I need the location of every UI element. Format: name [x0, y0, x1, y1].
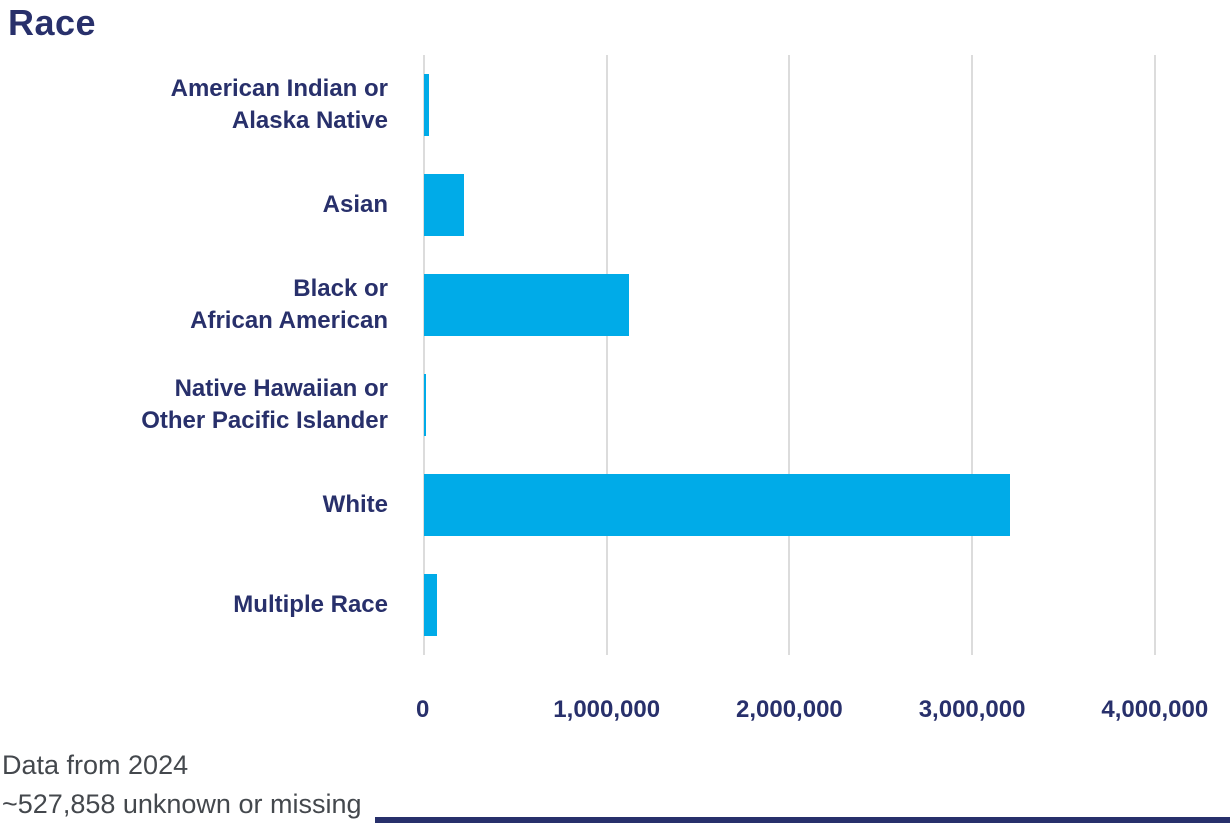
- bottom-divider-strip: [375, 817, 1230, 823]
- category-label-multiple-race: Multiple Race: [233, 591, 388, 618]
- gridline-3000000: [971, 55, 974, 655]
- chart-title: Race: [8, 2, 97, 43]
- category-label-native-hawaiian-or-other-pacific-islander: Native Hawaiian or Other Pacific Islander: [141, 375, 388, 434]
- bar-row-white: [424, 455, 1230, 555]
- gridline-2000000: [788, 55, 791, 655]
- category-label-asian: Asian: [322, 191, 388, 218]
- bar-native-hawaiian-or-other-pacific-islander: [424, 374, 426, 436]
- bar-row-black-or-african-american: [424, 255, 1230, 355]
- category-label-american-indian-or-alaska-native: American Indian or Alaska Native: [170, 75, 388, 134]
- bar-row-native-hawaiian-or-other-pacific-islander: [424, 355, 1230, 455]
- x-axis: 0 1,000,000 2,000,000 3,000,000 4,000,000: [0, 696, 1230, 728]
- bar-asian: [424, 174, 465, 236]
- category-label-black-or-african-american: Black or African American: [190, 275, 388, 334]
- footnote-unknown-missing: ~527,858 unknown or missing: [2, 789, 362, 819]
- plot-area: [423, 55, 1230, 655]
- chart-footnotes: Data from 2024 ~527,858 unknown or missi…: [2, 746, 361, 823]
- gridline-0: [423, 55, 425, 655]
- x-tick-label-0: 0: [415, 696, 430, 723]
- footnote-data-year: Data from 2024: [2, 750, 189, 780]
- x-tick-label-4000000: 4,000,000: [1101, 696, 1209, 723]
- bar-black-or-african-american: [424, 274, 629, 336]
- bar-row-asian: [424, 155, 1230, 255]
- bar-white: [424, 474, 1011, 536]
- category-label-white: White: [322, 491, 388, 518]
- bar-row-multiple-race: [424, 555, 1230, 655]
- bar-multiple-race: [424, 574, 438, 636]
- x-tick-label-3000000: 3,000,000: [918, 696, 1026, 723]
- bar-american-indian-or-alaska-native: [424, 74, 429, 136]
- x-tick-label-2000000: 2,000,000: [736, 696, 843, 723]
- bar-row-american-indian-or-alaska-native: [424, 55, 1230, 155]
- gridline-4000000: [1153, 55, 1156, 655]
- x-tick-label-1000000: 1,000,000: [553, 696, 661, 723]
- gridline-1000000: [605, 55, 608, 655]
